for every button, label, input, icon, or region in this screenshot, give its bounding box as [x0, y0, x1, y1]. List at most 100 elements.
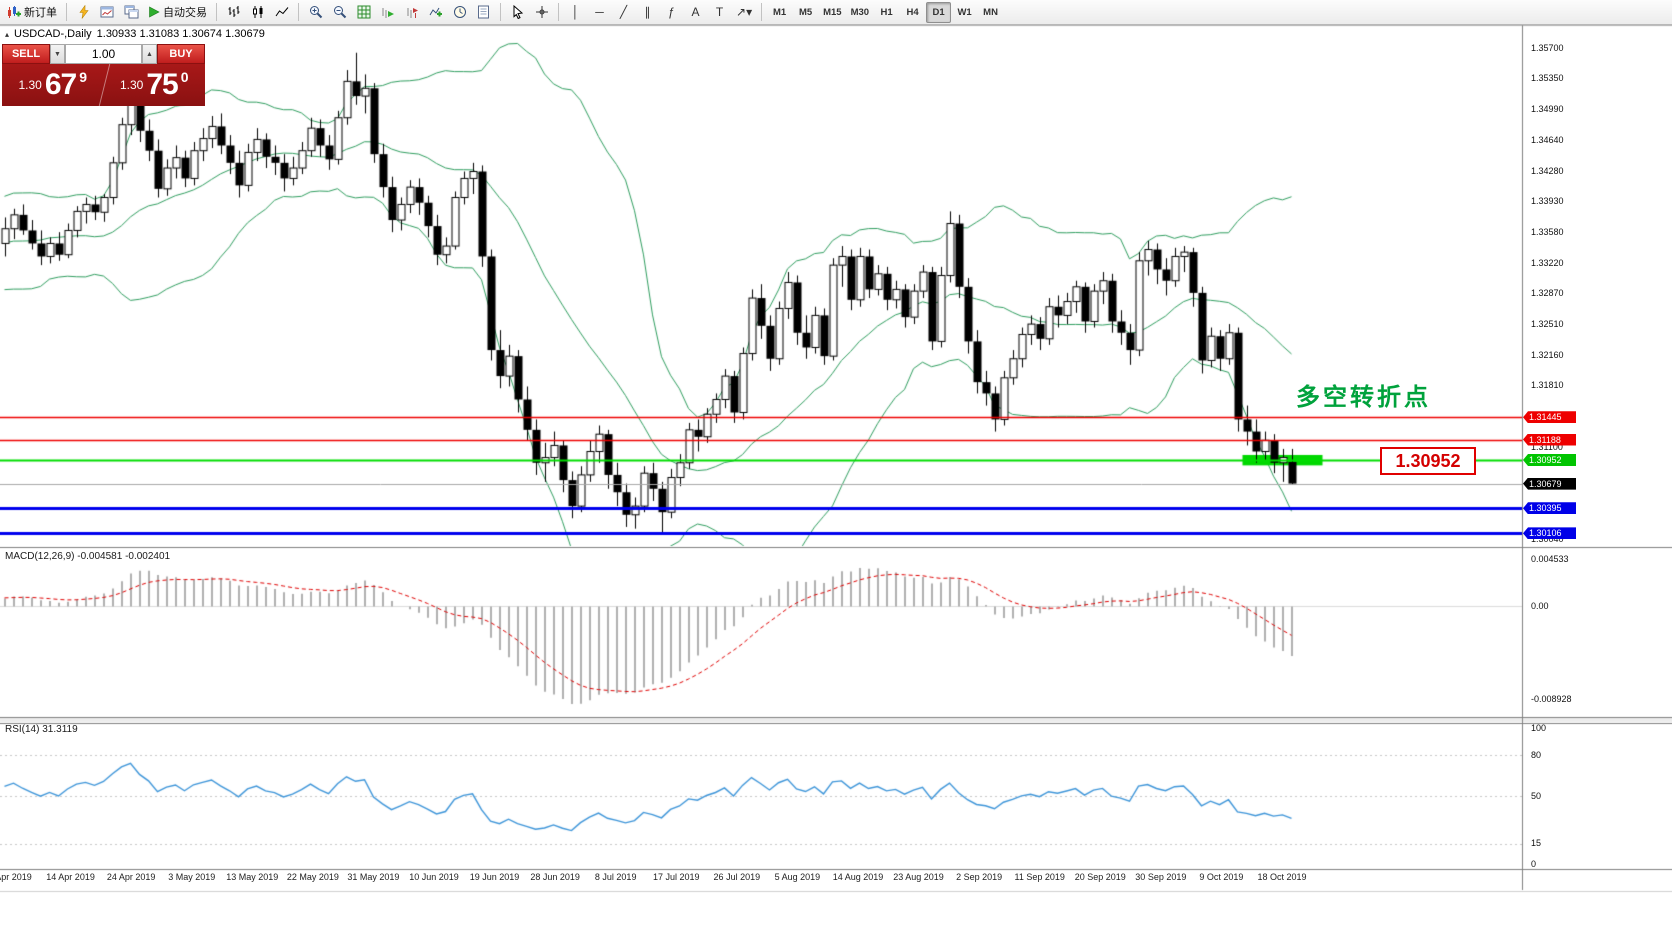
vertical-line-icon: │ [571, 5, 580, 19]
sell-price[interactable]: 1.30 67 9 [2, 64, 104, 106]
timeframe-button-mn[interactable]: MN [978, 2, 1003, 23]
volume-input[interactable] [65, 44, 142, 64]
chevron-down-icon: ▾ [746, 5, 753, 19]
volume-field-wrap [65, 44, 142, 64]
timeframe-button-d1[interactable]: D1 [926, 1, 952, 23]
profiles-button[interactable] [120, 2, 143, 23]
label-tool-icon: T [715, 5, 724, 19]
lightning-icon [78, 5, 89, 19]
zoom-out-icon [333, 6, 346, 19]
chevron-up-icon: ▲ [146, 50, 153, 58]
trade-panel-controls: SELL ▼ ▲ BUY [2, 44, 205, 64]
new-order-label: 新订单 [24, 7, 57, 19]
indicator-plus-icon [429, 7, 442, 17]
channel-icon: ∥ [644, 5, 651, 19]
toolbar-separator [558, 3, 559, 21]
timeframe-button-w1[interactable]: W1 [952, 2, 977, 23]
vertical-line-button[interactable]: │ [564, 2, 587, 23]
periods-button[interactable] [448, 2, 471, 23]
trendline-icon: ╱ [619, 5, 628, 19]
chart-shift-button[interactable] [400, 2, 423, 23]
timeframe-button-m30[interactable]: M30 [847, 2, 873, 23]
quick-trade-button[interactable] [72, 2, 95, 23]
new-order-button[interactable]: 新订单 [3, 2, 61, 23]
sell-button[interactable]: SELL [2, 44, 50, 64]
auto-scroll-button[interactable] [376, 2, 399, 23]
template-icon [478, 5, 489, 19]
autotrade-button[interactable]: 自动交易 [144, 2, 211, 23]
volume-increase-button[interactable]: ▲ [142, 44, 157, 64]
horizontal-line-button[interactable]: ─ [588, 2, 611, 23]
toolbar-separator [216, 3, 217, 21]
trade-panel-prices: 1.30 67 9 1.30 75 0 [2, 64, 205, 106]
ohlc-values: 1.30933 1.31083 1.30674 1.30679 [96, 28, 265, 40]
toolbar-separator [66, 3, 67, 21]
cursor-icon [513, 5, 523, 19]
candlestick-chart-type-button[interactable] [246, 2, 269, 23]
buy-price[interactable]: 1.30 75 0 [104, 64, 206, 106]
timeframes-toolbar: M1 M5 M15 M30 H1 H4 D1 W1 MN [767, 1, 1003, 23]
play-icon [149, 6, 160, 18]
rsi-indicator-label: RSI(14) 31.3119 [5, 724, 78, 735]
indicators-list-button[interactable] [352, 2, 375, 23]
templates-button[interactable] [472, 2, 495, 23]
timeframe-button-m15[interactable]: M15 [819, 2, 845, 23]
volume-decrease-button[interactable]: ▼ [50, 44, 65, 64]
profiles-icon [124, 5, 139, 19]
candlestick-icon [252, 6, 262, 18]
arrows-tool-button[interactable]: ↗ ▾ [732, 2, 756, 23]
new-chart-button[interactable] [96, 2, 119, 23]
buy-price-prefix: 1.30 [119, 78, 144, 92]
crosshair-button[interactable] [530, 2, 553, 23]
chart-annotation-text: 多空转折点 [1296, 384, 1431, 411]
sell-price-big: 67 [44, 68, 77, 101]
symbol-title: USDCAD-,Daily [14, 28, 92, 40]
channel-button[interactable]: ∥ [636, 2, 659, 23]
grid-icon [357, 5, 370, 19]
zoom-in-icon [309, 6, 322, 19]
line-chart-type-button[interactable] [270, 2, 293, 23]
main-toolbar: 新订单 自动交易 [0, 0, 1672, 25]
toolbar-separator [500, 3, 501, 21]
timeframe-button-h1[interactable]: H1 [874, 2, 899, 23]
bar-chart-icon [228, 6, 239, 17]
horizontal-line-icon: ─ [595, 5, 604, 19]
chart-shift-icon [407, 8, 418, 18]
clock-icon [453, 6, 466, 18]
new-order-icon [8, 6, 21, 18]
chart-symbol-header: ▴ USDCAD-,Daily 1.30933 1.31083 1.30674 … [5, 28, 265, 40]
sell-price-prefix: 1.30 [18, 78, 42, 92]
fibonacci-button[interactable]: ƒ [660, 2, 683, 23]
buy-price-pip: 0 [180, 69, 189, 85]
arrows-tool-icon: ↗ [736, 5, 747, 19]
bar-chart-type-button[interactable] [222, 2, 245, 23]
text-tool-icon: A [691, 5, 700, 19]
autotrade-label: 自动交易 [163, 7, 207, 19]
add-indicator-button[interactable] [424, 2, 447, 23]
auto-scroll-icon [382, 8, 394, 18]
buy-button[interactable]: BUY [157, 44, 205, 64]
price-label-box: 1.30952 [1380, 447, 1476, 475]
crosshair-icon [535, 6, 548, 18]
new-chart-icon [100, 6, 114, 18]
timeframe-button-m5[interactable]: M5 [793, 2, 818, 23]
toolbar-separator [298, 3, 299, 21]
timeframe-button-h4[interactable]: H4 [900, 2, 925, 23]
chevron-down-icon: ▼ [54, 50, 61, 58]
zoom-out-button[interactable] [328, 2, 351, 23]
timeframe-button-m1[interactable]: M1 [767, 2, 792, 23]
expand-icon: ▴ [5, 29, 10, 39]
trendline-button[interactable]: ╱ [612, 2, 635, 23]
line-chart-icon [275, 7, 288, 17]
toolbar-separator [761, 3, 763, 21]
zoom-in-button[interactable] [304, 2, 327, 23]
one-click-trading-panel: SELL ▼ ▲ BUY 1.30 67 9 1.30 75 0 [2, 44, 205, 106]
label-tool-button[interactable]: T [708, 2, 731, 23]
sell-price-pip: 9 [79, 69, 88, 85]
cursor-button[interactable] [506, 2, 529, 23]
fibonacci-icon: ƒ [668, 5, 675, 19]
buy-price-big: 75 [146, 68, 178, 101]
macd-indicator-label: MACD(12,26,9) -0.004581 -0.002401 [5, 551, 171, 562]
text-tool-button[interactable]: A [684, 2, 707, 23]
